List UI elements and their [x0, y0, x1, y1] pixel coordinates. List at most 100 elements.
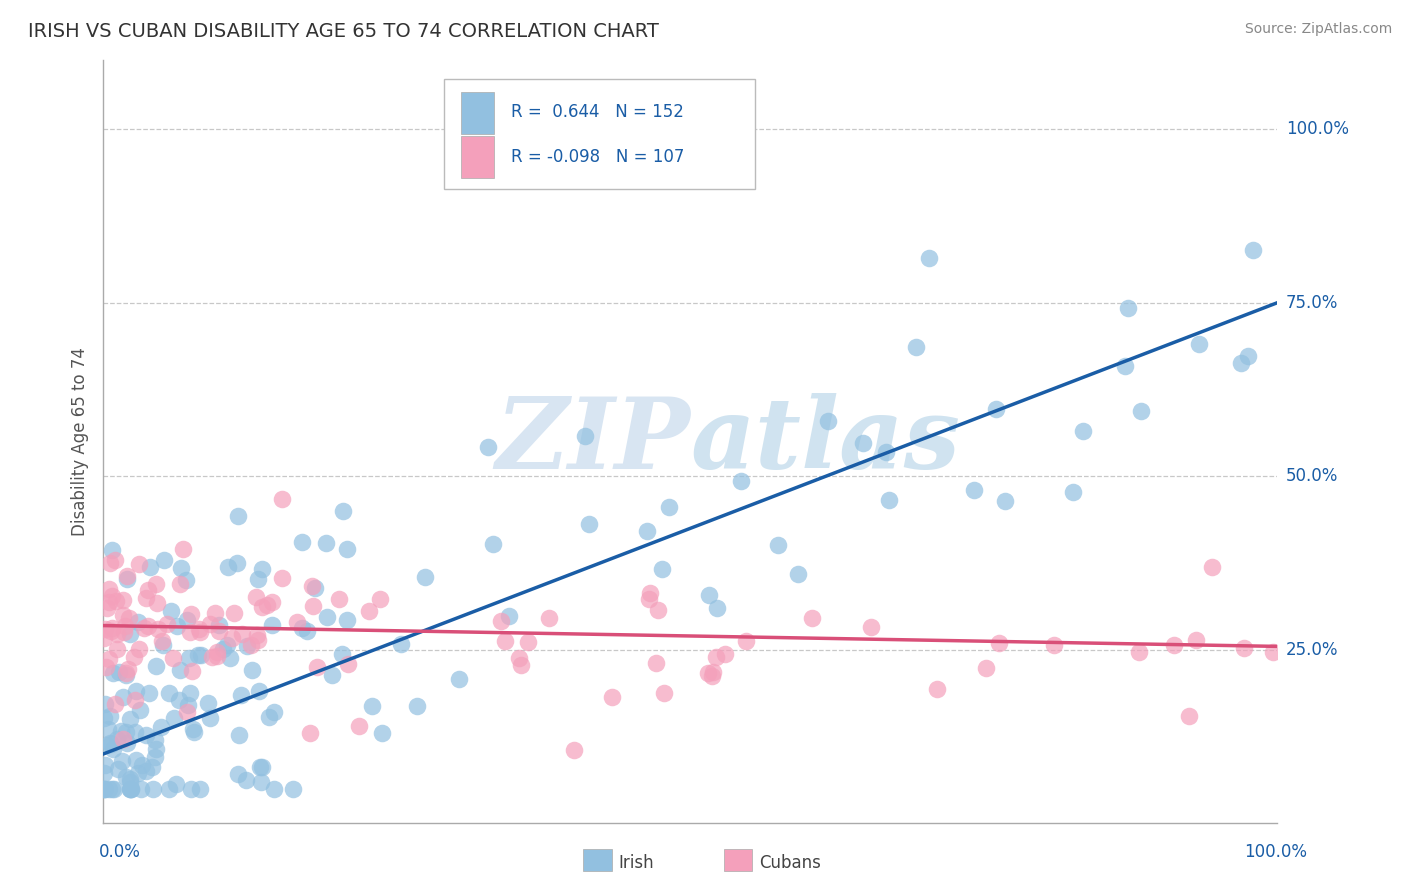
Point [180, 781, 202, 796]
Point [153, 553, 176, 567]
Point [250, 774, 273, 789]
Point [713, 647, 735, 661]
Point [103, 781, 125, 796]
Point [208, 624, 231, 638]
Point [93, 622, 115, 636]
Point [93, 781, 115, 796]
Point [114, 668, 136, 682]
Point [138, 582, 160, 597]
Point [817, 414, 839, 428]
Point [100, 556, 122, 570]
Point [347, 719, 370, 733]
Point [222, 606, 245, 620]
Point [115, 771, 138, 785]
Point [328, 592, 350, 607]
Point [118, 772, 141, 786]
Point [112, 732, 135, 747]
Bar [461, 92, 494, 134]
Point [180, 607, 202, 621]
Point [138, 686, 160, 700]
Point [1114, 359, 1136, 374]
Point [197, 697, 219, 711]
Point [98, 708, 121, 723]
Point [93, 781, 115, 796]
Point [1241, 243, 1264, 257]
Point [263, 706, 285, 720]
Point [94, 739, 117, 753]
Text: atlas: atlas [690, 393, 960, 490]
Text: 50.0%: 50.0% [1286, 467, 1339, 485]
Point [976, 661, 998, 675]
Point [498, 608, 520, 623]
Point [105, 627, 128, 641]
Point [114, 725, 136, 739]
Point [787, 567, 810, 582]
Point [257, 710, 280, 724]
Point [875, 445, 897, 459]
Point [169, 693, 191, 707]
Point [517, 635, 540, 649]
Point [177, 698, 200, 713]
Point [281, 781, 304, 796]
Point [179, 686, 201, 700]
Point [252, 760, 274, 774]
Point [98, 781, 121, 796]
Point [101, 621, 124, 635]
Point [145, 742, 167, 756]
Point [301, 579, 323, 593]
Point [963, 483, 986, 497]
Point [413, 570, 436, 584]
Point [860, 620, 883, 634]
Point [190, 648, 212, 662]
Point [636, 524, 658, 538]
Point [235, 772, 257, 787]
Point [124, 649, 146, 664]
Point [160, 604, 183, 618]
Point [180, 664, 202, 678]
Point [94, 781, 117, 796]
Point [918, 251, 941, 265]
Text: ZIP: ZIP [495, 393, 690, 490]
Point [263, 781, 285, 796]
Point [704, 649, 727, 664]
Point [330, 647, 353, 661]
Point [94, 660, 117, 674]
Point [131, 758, 153, 772]
Text: R =  0.644   N = 152: R = 0.644 N = 152 [510, 103, 683, 121]
Point [138, 619, 160, 633]
Point [179, 624, 201, 639]
Point [172, 542, 194, 557]
Point [205, 649, 228, 664]
FancyBboxPatch shape [444, 78, 755, 189]
Point [166, 618, 188, 632]
Point [291, 621, 314, 635]
Point [231, 627, 253, 641]
Point [574, 428, 596, 442]
Point [118, 611, 141, 625]
Point [1130, 403, 1153, 417]
Point [1128, 645, 1150, 659]
Point [124, 724, 146, 739]
Point [204, 606, 226, 620]
Point [229, 688, 252, 702]
Point [226, 767, 249, 781]
Point [124, 693, 146, 707]
Point [112, 625, 135, 640]
Point [228, 728, 250, 742]
Point [118, 627, 141, 641]
Point [245, 591, 267, 605]
Point [156, 616, 179, 631]
Point [1071, 424, 1094, 438]
Point [124, 684, 146, 698]
Point [143, 749, 166, 764]
Point [170, 561, 193, 575]
Point [217, 559, 239, 574]
Point [271, 492, 294, 507]
Point [315, 536, 337, 550]
Text: IRISH VS CUBAN DISABILITY AGE 65 TO 74 CORRELATION CHART: IRISH VS CUBAN DISABILITY AGE 65 TO 74 C… [28, 22, 659, 41]
Point [295, 624, 318, 639]
Point [101, 543, 124, 558]
Point [256, 598, 278, 612]
Point [702, 665, 724, 680]
Point [285, 615, 308, 629]
